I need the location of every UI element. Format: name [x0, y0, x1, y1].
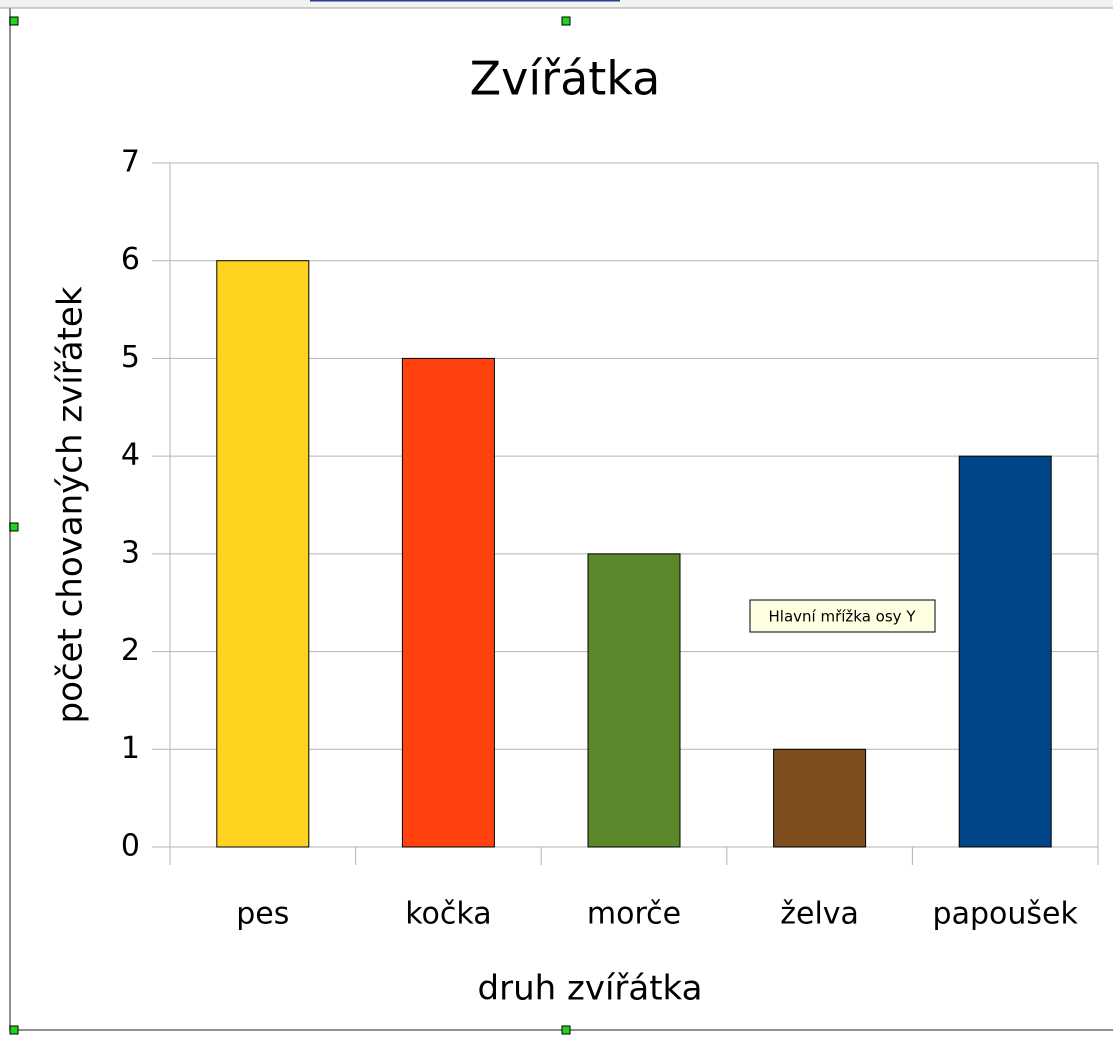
handle[interactable]	[9, 16, 19, 26]
bar	[958, 455, 1052, 848]
bar	[216, 260, 310, 848]
bar	[401, 357, 495, 848]
y-tick-label: 0	[121, 829, 140, 864]
y-tick-label: 5	[121, 340, 140, 375]
tooltip-text: Hlavní mřížka osy Y	[769, 608, 917, 626]
x-tick-label: želva	[780, 897, 859, 932]
bar	[587, 553, 681, 848]
x-tick-label: morče	[587, 897, 681, 932]
y-tick-label: 4	[121, 438, 140, 473]
y-tick-label: 7	[121, 145, 140, 180]
y-tick-label: 2	[121, 633, 140, 668]
plot-area: 0 1 2 3 4 5 6 7 pes kočka morče želva papoušek	[121, 145, 1099, 932]
y-tick-label: 1	[121, 731, 140, 766]
sheet-strip	[0, 0, 1113, 8]
tooltip-box	[749, 599, 936, 633]
handle[interactable]	[9, 1025, 19, 1035]
x-tick-label: pes	[236, 897, 289, 932]
bar	[773, 748, 867, 848]
y-tick-label: 6	[121, 242, 140, 277]
chart-title: Zvířátka	[470, 52, 661, 106]
x-tick-label: papoušek	[933, 897, 1079, 932]
x-tick-label: kočka	[405, 897, 491, 932]
handle[interactable]	[9, 522, 19, 532]
handle[interactable]	[561, 1025, 571, 1035]
y-tick-label: 3	[121, 535, 140, 570]
x-axis-label: druh zvířátka	[478, 969, 703, 1009]
handle[interactable]	[561, 16, 571, 26]
y-axis-label: počet chovaných zvířátek	[51, 286, 91, 723]
tooltip: Hlavní mřížka osy Y	[749, 599, 936, 633]
